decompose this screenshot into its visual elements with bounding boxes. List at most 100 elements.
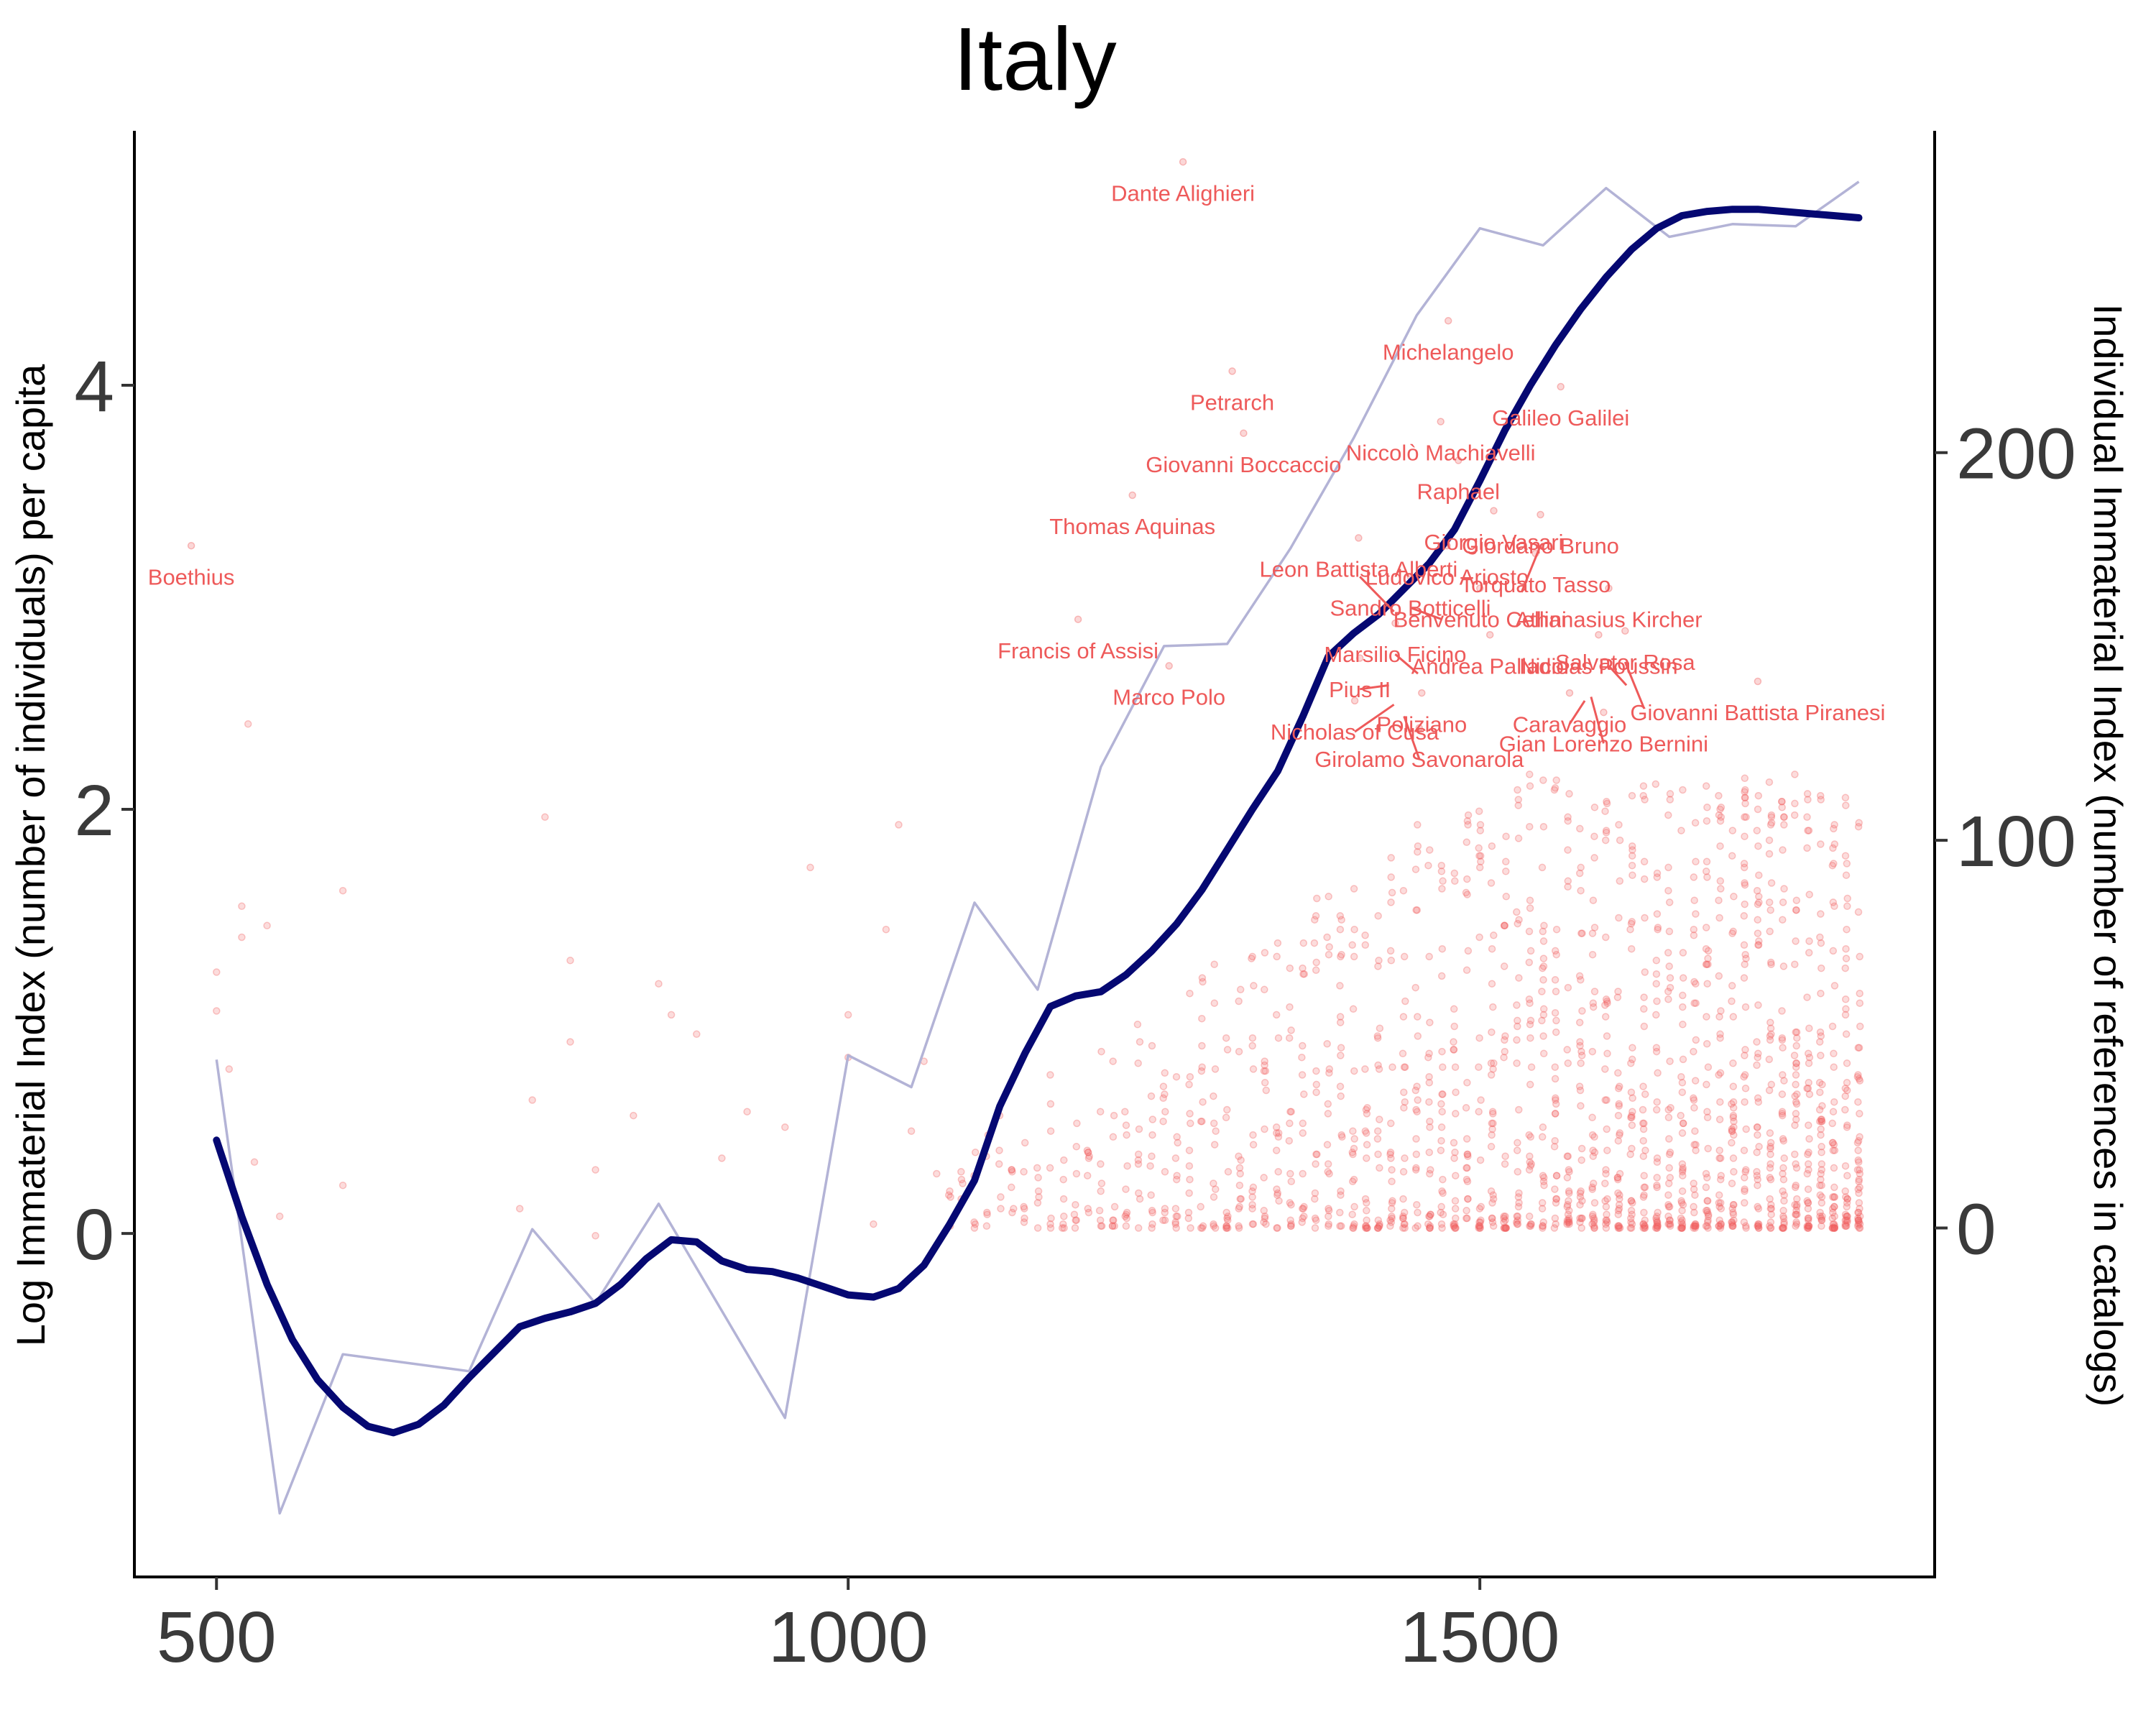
scatter-point-115 — [1108, 1222, 1117, 1230]
scatter-point-1450 — [1804, 1224, 1812, 1232]
scatter-point-569 — [1462, 1207, 1470, 1215]
scatter-point-394 — [1350, 1144, 1358, 1153]
scatter-point-1584 — [1843, 1213, 1851, 1220]
scatter-point-1582 — [1843, 1121, 1851, 1129]
scatter-point-33 — [933, 1169, 941, 1178]
scatter-point-1263 — [1741, 880, 1749, 889]
scatter-point-625 — [1488, 1218, 1497, 1226]
scatter-point-940 — [1628, 1094, 1636, 1103]
scatter-point-1221 — [1729, 1104, 1738, 1112]
scatter-point-1522 — [1817, 989, 1825, 998]
scatter-point-594 — [1475, 844, 1483, 852]
scatter-point-1645 — [1854, 1044, 1862, 1052]
scatter-point-820 — [1576, 1214, 1584, 1223]
scatter-point-332 — [1311, 916, 1319, 924]
scatter-point-60 — [1008, 1166, 1016, 1174]
scatter-point-1496 — [1818, 1160, 1826, 1168]
scatter-point-427 — [1375, 1222, 1383, 1230]
scatter-point-193 — [1198, 1063, 1206, 1071]
person-label: Galileo Galilei — [1492, 405, 1629, 431]
scatter-point-170 — [1171, 1218, 1179, 1226]
scatter-point-71 — [1033, 1224, 1042, 1232]
scatter-point-1022 — [1653, 997, 1661, 1006]
scatter-point-934 — [1627, 1059, 1635, 1067]
scatter-point-731 — [1539, 1123, 1547, 1131]
scatter-point-402 — [1362, 1129, 1370, 1137]
scatter-point-1286 — [1753, 1061, 1761, 1070]
scatter-point-764 — [1552, 1094, 1560, 1103]
scatter-point-452 — [1386, 1216, 1394, 1224]
scatter-point-1268 — [1741, 1222, 1750, 1230]
labelled-point-19 — [1485, 630, 1494, 639]
scatter-point-242 — [1235, 1152, 1243, 1160]
scatter-point-1205 — [1715, 914, 1723, 922]
scatter-point-1354 — [1765, 850, 1774, 858]
scatter-point-519 — [1425, 1213, 1433, 1220]
scatter-point-1358 — [1766, 1032, 1774, 1040]
scatter-point-215 — [1222, 1113, 1230, 1122]
scatter-point-918 — [1615, 1100, 1623, 1108]
scatter-point-806 — [1563, 1174, 1572, 1182]
scatter-point-888 — [1601, 1013, 1610, 1021]
scatter-point-1312 — [1754, 805, 1762, 814]
scatter-point-1551 — [1830, 1224, 1838, 1232]
scatter-point-326 — [1313, 1150, 1321, 1159]
scatter-point-663 — [1501, 1224, 1509, 1232]
scatter-point-1109 — [1690, 932, 1698, 939]
scatter-point-221 — [1224, 1224, 1232, 1232]
scatter-point-1503 — [1815, 1038, 1824, 1046]
scatter-point-1127 — [1691, 1191, 1699, 1199]
scatter-point-1360 — [1767, 960, 1775, 968]
scatter-point-1303 — [1755, 871, 1763, 879]
scatter-point-1605 — [1843, 1213, 1851, 1220]
scatter-point-526 — [1438, 1047, 1446, 1056]
scatter-point-1385 — [1778, 797, 1786, 806]
scatter-point-360 — [1337, 1191, 1345, 1199]
scatter-point-844 — [1590, 832, 1598, 840]
scatter-point-715 — [1526, 770, 1534, 778]
scatter-point-1279 — [1741, 1185, 1749, 1193]
scatter-point-1098 — [1679, 1119, 1687, 1128]
scatter-point-95 — [1070, 1210, 1079, 1218]
scatter-point-470 — [1399, 1224, 1407, 1232]
scatter-point-163 — [1161, 1069, 1169, 1077]
scatter-point-967 — [1640, 1183, 1648, 1192]
scatter-point-1515 — [1818, 1117, 1826, 1126]
scatter-point-295 — [1286, 1108, 1294, 1116]
scatter-point-1202 — [1715, 1222, 1723, 1230]
scatter-point-416 — [1374, 1224, 1383, 1232]
scatter-point-624 — [1488, 1028, 1496, 1036]
scatter-point-10 — [338, 1181, 347, 1190]
scatter-point-1065 — [1665, 1150, 1674, 1159]
scatter-point-1539 — [1830, 1220, 1838, 1228]
leader-line-4 — [1354, 704, 1395, 733]
scatter-point-1281 — [1741, 1052, 1749, 1059]
scatter-point-1555 — [1830, 1224, 1838, 1232]
scatter-point-94 — [1072, 1169, 1081, 1178]
leader-line-3 — [1360, 684, 1389, 691]
scatter-point-1342 — [1767, 811, 1776, 819]
labelled-point-22 — [1355, 654, 1364, 662]
scatter-point-1249 — [1740, 1072, 1748, 1081]
scatter-point-871 — [1602, 1166, 1610, 1174]
scatter-point-1505 — [1817, 840, 1825, 848]
scatter-point-513 — [1426, 1018, 1434, 1026]
scatter-point-211 — [1212, 1185, 1220, 1193]
scatter-point-999 — [1653, 910, 1662, 918]
scatter-point-1617 — [1856, 1220, 1864, 1228]
scatter-point-38 — [959, 1179, 967, 1187]
scatter-point-1602 — [1843, 1218, 1851, 1226]
scatter-point-1420 — [1792, 1202, 1801, 1211]
scatter-point-419 — [1375, 1065, 1383, 1073]
person-label: Thomas Aquinas — [1049, 514, 1215, 539]
scatter-point-1370 — [1779, 1187, 1787, 1195]
scatter-point-861 — [1590, 1199, 1599, 1207]
scatter-point-585 — [1462, 1164, 1470, 1172]
scatter-point-303 — [1286, 1222, 1295, 1230]
scatter-point-889 — [1602, 829, 1611, 837]
scatter-point-1142 — [1703, 1218, 1712, 1226]
scatter-point-147 — [1147, 1092, 1156, 1100]
scatter-point-741 — [1539, 1049, 1548, 1058]
scatter-point-58 — [1008, 1183, 1015, 1192]
